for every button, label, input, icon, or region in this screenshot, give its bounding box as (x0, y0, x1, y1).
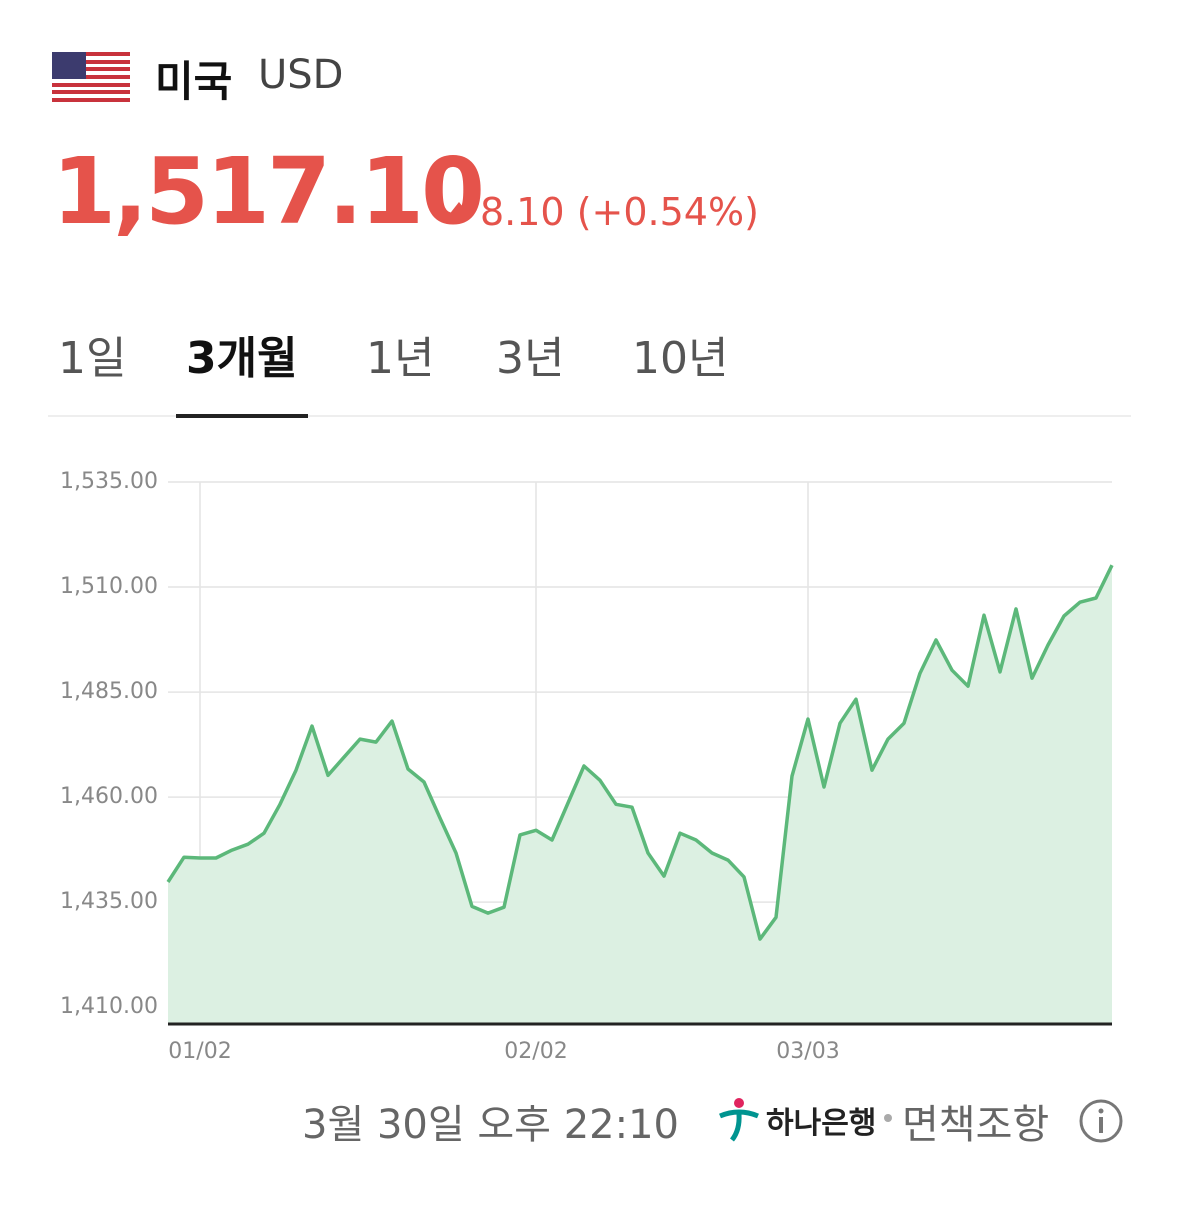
bank-logo (719, 1098, 759, 1142)
tab[interactable]: 1일 (58, 333, 127, 384)
y-tick-label: 1,435.00 (60, 889, 158, 914)
change: 8.10 (+0.54%) (480, 190, 759, 234)
y-tick-label: 1,510.00 (60, 574, 158, 599)
disclaimer[interactable]: 면책조항 (902, 1102, 1050, 1148)
tab[interactable]: 3년 (496, 333, 565, 384)
tab[interactable]: 3개월 (186, 333, 298, 384)
x-tick-label: 01/02 (168, 1039, 231, 1064)
y-tick-label: 1,460.00 (60, 784, 158, 809)
area (168, 565, 1112, 1024)
y-tick-label: 1,410.00 (60, 994, 158, 1019)
up-arrow (448, 202, 470, 216)
separator (48, 415, 1131, 417)
x-tick-label: 02/02 (504, 1039, 567, 1064)
line (166, 564, 1114, 941)
tab[interactable]: 1년 (366, 333, 435, 384)
tab-underline (176, 414, 308, 418)
y-tick-label: 1,485.00 (60, 679, 158, 704)
us-flag (52, 52, 130, 102)
dot (884, 1114, 892, 1122)
price: 1,517.10 (52, 138, 485, 245)
info-icon[interactable] (1078, 1098, 1124, 1144)
x-tick-label: 03/03 (776, 1039, 839, 1064)
currency: USD (258, 52, 344, 98)
y-tick-label: 1,535.00 (60, 469, 158, 494)
timestamp: 3월 30일 오후 22:10 (302, 1102, 679, 1148)
tab[interactable]: 10년 (632, 333, 729, 384)
bank-name: 하나은행 (766, 1106, 877, 1141)
country: 미국 (155, 57, 233, 106)
chart: 1,410.00 1,435.00 1,460.00 1,485.00 1,510.00… (60, 469, 1114, 1064)
